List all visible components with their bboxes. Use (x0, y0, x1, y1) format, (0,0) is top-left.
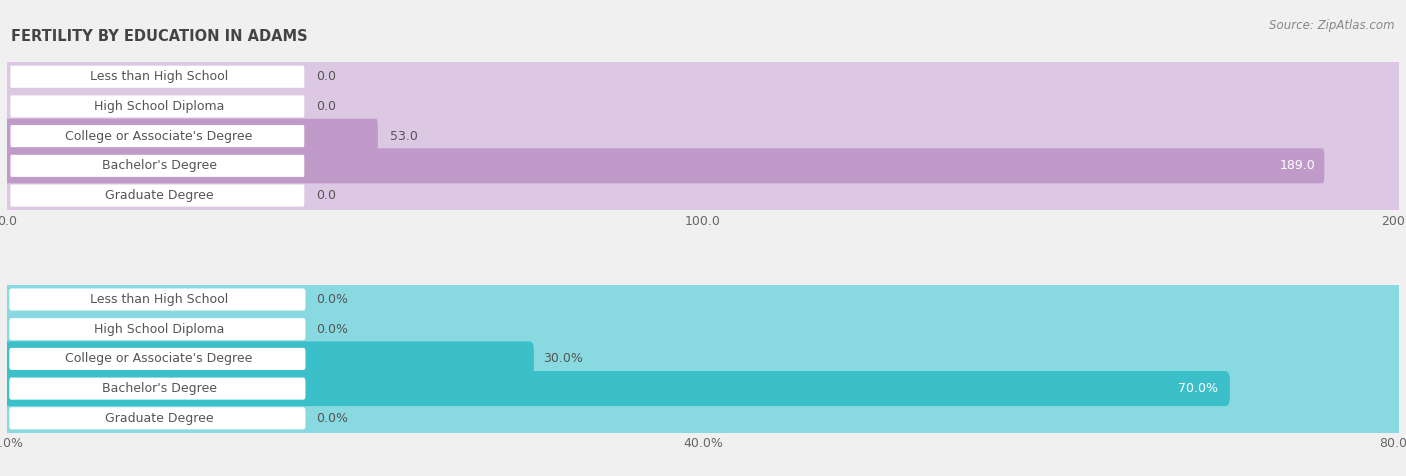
FancyBboxPatch shape (10, 155, 304, 177)
FancyBboxPatch shape (3, 401, 1403, 436)
FancyBboxPatch shape (7, 186, 1399, 205)
FancyBboxPatch shape (10, 185, 304, 207)
FancyBboxPatch shape (6, 149, 1324, 183)
FancyBboxPatch shape (3, 341, 534, 377)
FancyBboxPatch shape (10, 318, 305, 340)
FancyBboxPatch shape (10, 407, 305, 429)
FancyBboxPatch shape (7, 157, 1399, 175)
Text: High School Diploma: High School Diploma (94, 100, 224, 113)
Text: High School Diploma: High School Diploma (94, 323, 224, 336)
Text: 30.0%: 30.0% (543, 352, 583, 366)
FancyBboxPatch shape (3, 371, 1230, 406)
Text: Graduate Degree: Graduate Degree (104, 412, 214, 425)
FancyBboxPatch shape (10, 95, 304, 118)
Text: 0.0: 0.0 (316, 100, 336, 113)
Text: 0.0%: 0.0% (316, 293, 349, 306)
Text: Source: ZipAtlas.com: Source: ZipAtlas.com (1270, 19, 1395, 32)
Text: Less than High School: Less than High School (90, 293, 228, 306)
FancyBboxPatch shape (10, 125, 304, 147)
FancyBboxPatch shape (10, 288, 305, 310)
FancyBboxPatch shape (3, 371, 1403, 406)
Text: 0.0%: 0.0% (316, 323, 349, 336)
FancyBboxPatch shape (7, 127, 1399, 145)
Text: 189.0: 189.0 (1279, 159, 1316, 172)
Text: Bachelor's Degree: Bachelor's Degree (101, 159, 217, 172)
Text: 0.0: 0.0 (316, 70, 336, 83)
FancyBboxPatch shape (3, 341, 1403, 377)
FancyBboxPatch shape (6, 149, 1400, 183)
Text: 70.0%: 70.0% (1178, 382, 1218, 395)
FancyBboxPatch shape (7, 350, 1399, 368)
Text: 0.0%: 0.0% (316, 412, 349, 425)
FancyBboxPatch shape (10, 377, 305, 400)
Text: FERTILITY BY EDUCATION IN ADAMS: FERTILITY BY EDUCATION IN ADAMS (11, 29, 308, 44)
FancyBboxPatch shape (7, 409, 1399, 427)
Text: 0.0: 0.0 (316, 189, 336, 202)
FancyBboxPatch shape (10, 348, 305, 370)
FancyBboxPatch shape (6, 59, 1400, 94)
FancyBboxPatch shape (3, 282, 1403, 317)
FancyBboxPatch shape (7, 97, 1399, 116)
FancyBboxPatch shape (6, 119, 1400, 154)
FancyBboxPatch shape (7, 68, 1399, 86)
FancyBboxPatch shape (7, 379, 1399, 398)
FancyBboxPatch shape (7, 290, 1399, 309)
FancyBboxPatch shape (6, 178, 1400, 213)
Text: College or Associate's Degree: College or Associate's Degree (65, 129, 253, 143)
Text: Less than High School: Less than High School (90, 70, 228, 83)
Text: Graduate Degree: Graduate Degree (104, 189, 214, 202)
FancyBboxPatch shape (10, 66, 304, 88)
FancyBboxPatch shape (7, 320, 1399, 338)
Text: College or Associate's Degree: College or Associate's Degree (65, 352, 253, 366)
Text: 53.0: 53.0 (389, 129, 418, 143)
FancyBboxPatch shape (6, 119, 378, 154)
Text: Bachelor's Degree: Bachelor's Degree (101, 382, 217, 395)
FancyBboxPatch shape (3, 312, 1403, 347)
FancyBboxPatch shape (6, 89, 1400, 124)
